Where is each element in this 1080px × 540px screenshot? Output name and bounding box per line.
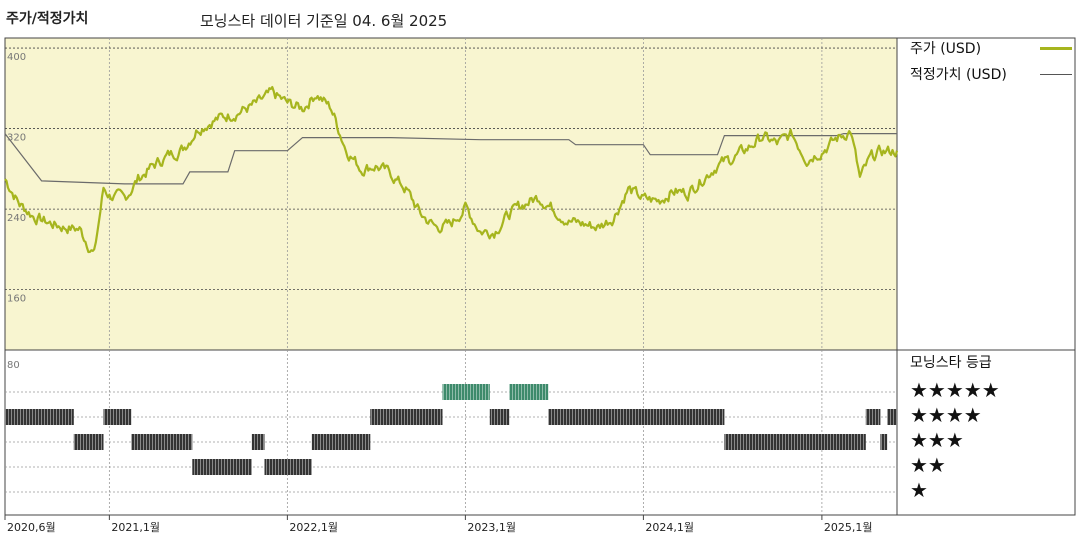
price-panel-background [5, 38, 897, 350]
price-series-line [4, 86, 899, 254]
x-tick-label: 2025,1월 [824, 521, 873, 534]
x-tick-label: 2024,1월 [645, 521, 694, 534]
fair-value-legend-label: 적정가치 (USD) [910, 67, 1007, 83]
rating-segment-level-2 [192, 459, 252, 475]
price-legend-swatch [1040, 47, 1072, 50]
rating-segment-level-4 [865, 409, 881, 425]
x-tick-label: 2020,6월 [7, 521, 56, 534]
rating-segment-level-4 [548, 409, 725, 425]
y-tick-label: 160 [7, 294, 26, 305]
rating-segment-level-3 [724, 434, 866, 450]
fair-value-legend-swatch [1040, 74, 1072, 75]
rating-segment-level-4 [103, 409, 132, 425]
x-tick-label: 2021,1월 [111, 521, 160, 534]
rating-level-5-stars: ★★★★★ [910, 378, 1000, 402]
fair-value-series-line [4, 133, 897, 185]
rating-level-2-stars: ★★ [910, 453, 946, 477]
chart-frame [4, 37, 1076, 516]
rating-y-tick-label: 80 [7, 360, 20, 371]
rating-level-3-stars: ★★★ [910, 428, 964, 452]
x-tick-label: 2022,1월 [289, 521, 338, 534]
rating-segment-level-3 [251, 434, 265, 450]
rating-segment-level-3 [73, 434, 104, 450]
rating-legend-title: 모닝스타 등급 [910, 355, 992, 371]
rating-level-4-stars: ★★★★ [910, 403, 982, 427]
rating-segment-level-3 [311, 434, 371, 450]
rating-segment-level-3 [131, 434, 193, 450]
rating-segment-level-5 [509, 384, 549, 400]
chart-subtitle: 모닝스타 데이터 기준일 04. 6월 2025 [200, 12, 448, 30]
rating-segment-level-2 [264, 459, 312, 475]
rating-segment-level-3 [880, 434, 888, 450]
chart-title: 주가/적정가치 [6, 11, 89, 27]
rating-segment-level-5 [442, 384, 490, 400]
price-legend-label: 주가 (USD) [910, 41, 982, 57]
y-tick-label: 320 [7, 133, 26, 144]
rating-segment-level-4 [370, 409, 443, 425]
x-tick-label: 2023,1월 [467, 521, 516, 534]
y-tick-label: 240 [7, 213, 26, 224]
rating-segment-level-4 [5, 409, 74, 425]
rating-level-1-stars: ★ [910, 478, 928, 502]
rating-segment-level-4 [887, 409, 897, 425]
y-tick-label: 400 [7, 52, 26, 63]
rating-segment-level-4 [489, 409, 510, 425]
